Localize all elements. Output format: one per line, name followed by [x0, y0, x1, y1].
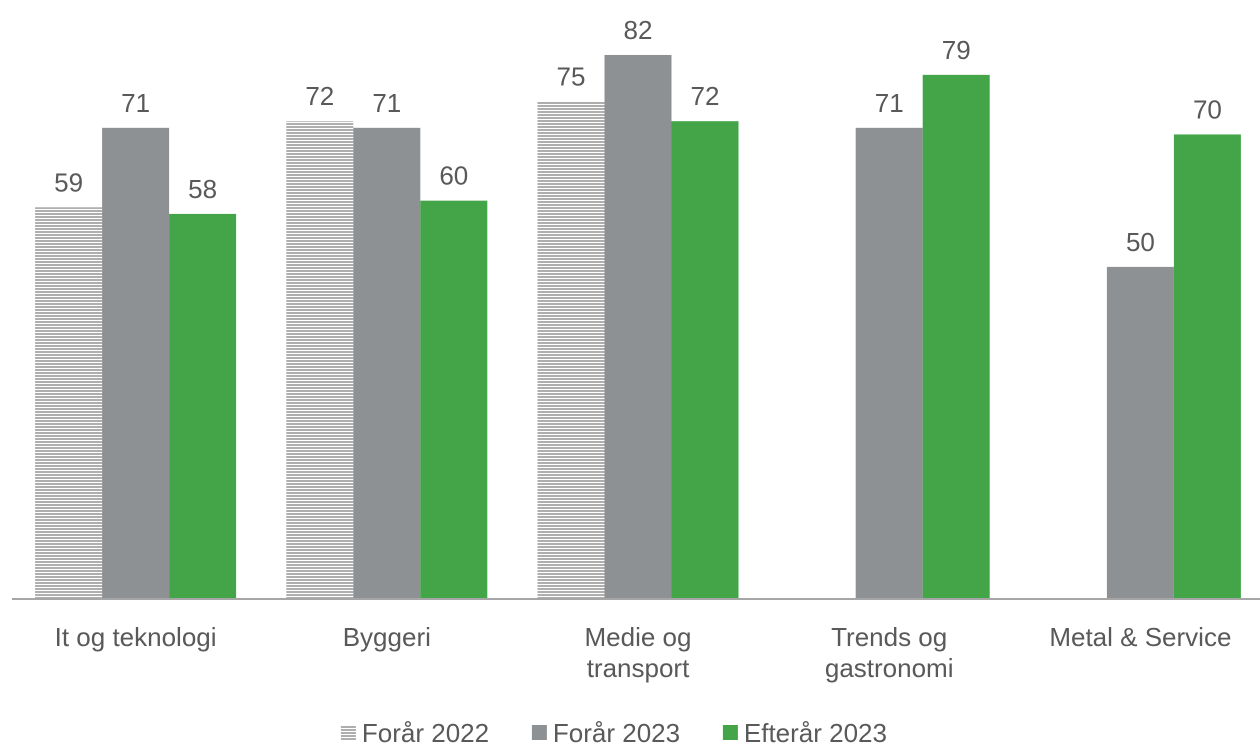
data-label: 72	[691, 81, 720, 111]
bar	[855, 127, 923, 599]
bar	[1106, 266, 1174, 598]
data-label: 59	[54, 167, 83, 197]
data-label: 70	[1193, 94, 1222, 124]
data-label: 75	[557, 61, 586, 91]
data-label: 71	[372, 88, 401, 118]
data-label: 82	[624, 15, 653, 45]
legend-label: Forår 2023	[553, 718, 680, 747]
legend-swatch	[722, 725, 738, 740]
data-label: 79	[942, 35, 971, 65]
bar	[922, 74, 990, 599]
bar	[102, 127, 170, 599]
bar	[169, 213, 237, 598]
x-tick-label: It og teknologi	[54, 622, 217, 652]
bar	[1173, 134, 1241, 598]
legend-label: Forår 2022	[362, 718, 489, 747]
x-tick-label: Trends og gastronomi	[824, 622, 954, 683]
bar	[353, 127, 421, 599]
data-label: 60	[439, 161, 468, 191]
data-label: 71	[121, 88, 150, 118]
legend-swatch	[531, 725, 547, 740]
data-label: 71	[875, 88, 904, 118]
bar	[35, 207, 103, 599]
bar	[604, 54, 672, 598]
legend-label: Efterår 2023	[744, 718, 887, 747]
x-tick-label: Metal & Service	[1049, 622, 1232, 652]
bar	[420, 200, 488, 598]
data-label: 50	[1126, 227, 1155, 257]
bar	[537, 101, 605, 598]
bar	[286, 121, 354, 598]
x-tick-label: Byggeri	[342, 622, 431, 652]
x-tick-label: Medie og transport	[584, 622, 692, 683]
data-label: 72	[305, 81, 334, 111]
data-label: 58	[188, 174, 217, 204]
legend-swatch	[340, 725, 356, 740]
bar	[671, 121, 739, 598]
